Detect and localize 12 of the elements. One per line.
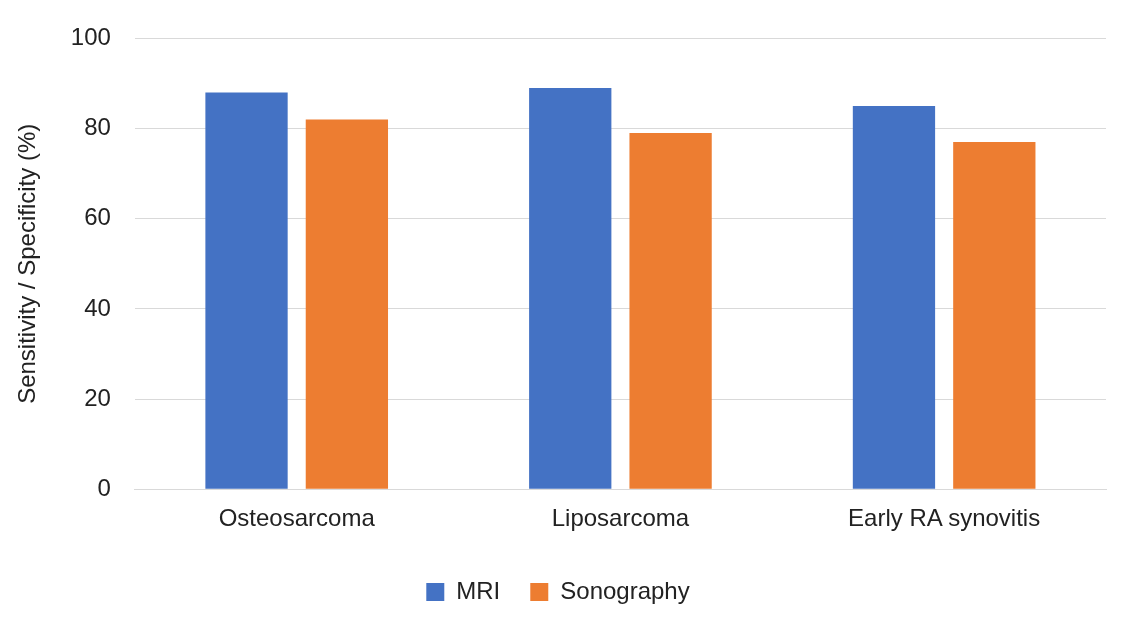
y-tick-label: 40 bbox=[84, 293, 111, 321]
legend-label: Sonography bbox=[560, 576, 690, 604]
x-tick-label: Liposarcoma bbox=[551, 504, 690, 532]
y-axis-title: Sensitivity / Specificity (%) bbox=[13, 123, 41, 404]
x-tick-label: Osteosarcoma bbox=[218, 504, 376, 532]
y-tick-label: 20 bbox=[84, 383, 111, 411]
y-tick-label: 60 bbox=[84, 203, 111, 231]
x-tick-label: Early RA synovitis bbox=[848, 504, 1041, 532]
legend-label: MRI bbox=[456, 576, 501, 604]
y-tick-label: 0 bbox=[97, 473, 111, 501]
y-tick-label: 100 bbox=[70, 23, 111, 51]
y-tick-label: 80 bbox=[84, 113, 111, 141]
